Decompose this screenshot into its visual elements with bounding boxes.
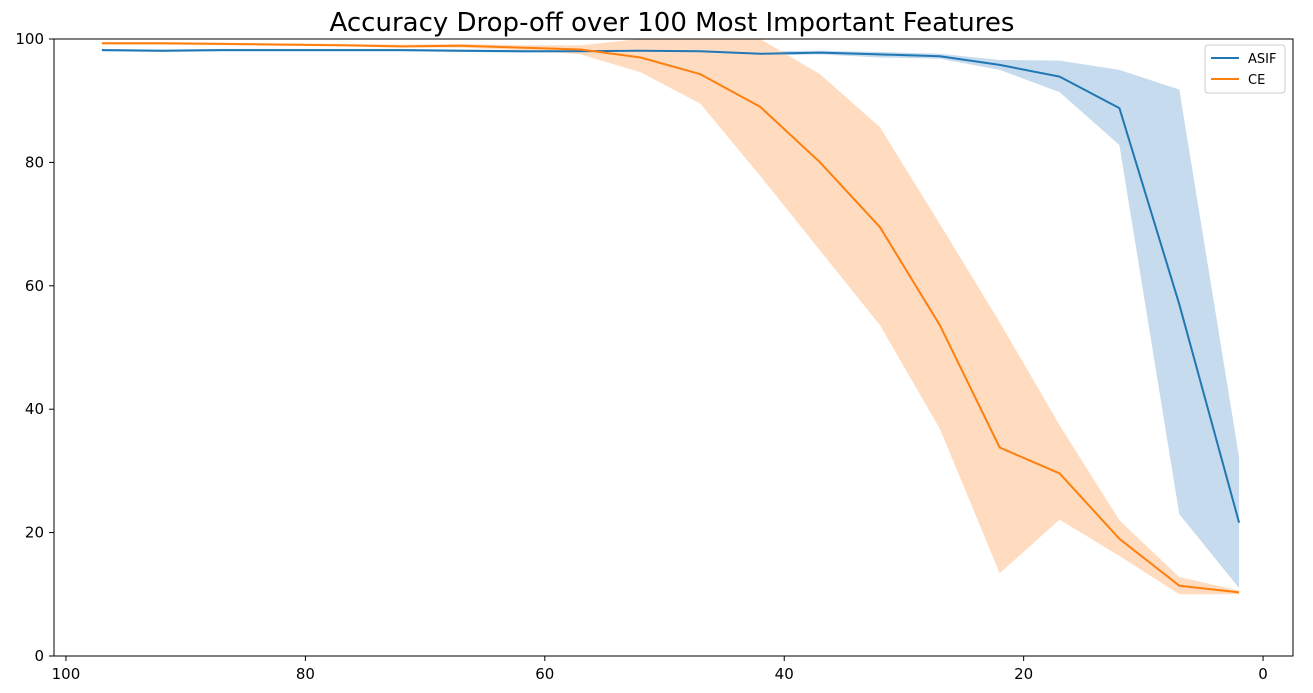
y-tick-label: 20 [25, 524, 44, 542]
legend: ASIF CE [1204, 44, 1286, 94]
confidence-bands [101, 39, 1240, 595]
y-tick-label: 100 [15, 30, 44, 48]
series-lines [101, 42, 1241, 594]
x-tick-label: 40 [775, 665, 794, 683]
y-tick-label: 80 [25, 153, 44, 171]
legend-label-ce: CE [1248, 73, 1265, 88]
x-tick-label: 0 [1258, 665, 1268, 683]
series-line-asif [101, 49, 1241, 523]
band-asif [101, 48, 1240, 589]
series-line-ce [101, 42, 1240, 594]
y-axis: 0 20 40 60 80 100 [15, 30, 54, 665]
x-tick-label: 100 [52, 665, 81, 683]
chart-title: Accuracy Drop-off over 100 Most Importan… [330, 8, 1015, 38]
y-tick-label: 40 [25, 400, 44, 418]
legend-label-asif: ASIF [1248, 52, 1276, 67]
x-tick-label: 80 [296, 665, 315, 683]
plot-frame [53, 38, 1294, 657]
y-tick-label: 60 [25, 277, 44, 295]
band-ce [101, 39, 1240, 595]
y-tick-label: 0 [34, 647, 44, 665]
x-tick-label: 20 [1014, 665, 1033, 683]
x-axis: 100 80 60 40 20 0 [52, 656, 1268, 683]
x-tick-label: 60 [535, 665, 554, 683]
